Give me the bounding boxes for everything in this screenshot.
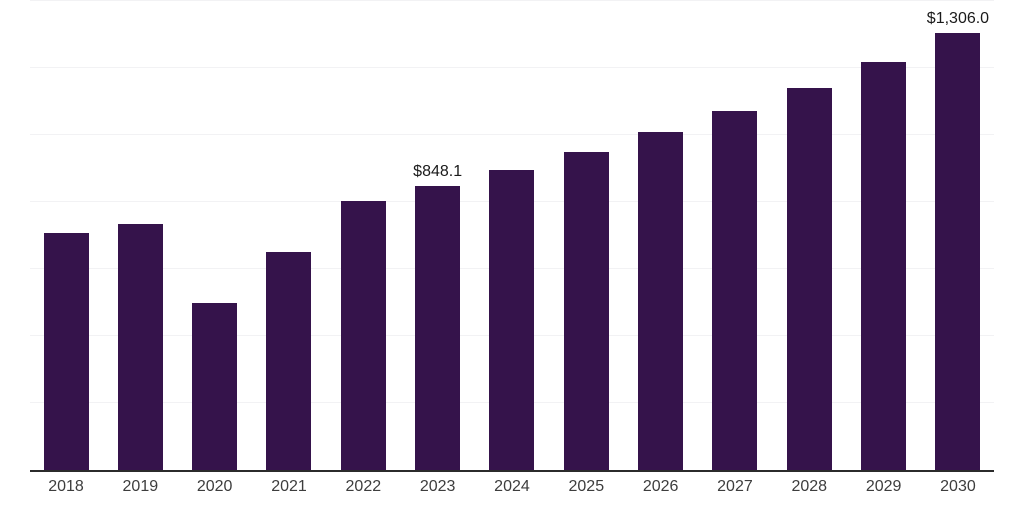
bar-2024	[489, 170, 535, 470]
x-label-cell-2020: 2020	[192, 478, 237, 496]
bar-2026	[638, 132, 684, 470]
x-label-cell-2027: 2027	[712, 478, 757, 496]
x-axis-line	[30, 470, 994, 472]
x-label-cell-2029: 2029	[861, 478, 906, 496]
bar-2023: $848.1	[413, 163, 462, 470]
x-tick-label-2018: 2018	[48, 478, 84, 495]
x-label-cell-2024: 2024	[489, 478, 534, 496]
x-label-cell-2022: 2022	[341, 478, 386, 496]
x-label-cell-2025: 2025	[564, 478, 609, 496]
x-tick-label-2022: 2022	[345, 478, 382, 495]
x-label-cell-2023: 2023	[415, 478, 460, 496]
x-label-cell-2028: 2028	[787, 478, 832, 496]
x-tick-label-2020: 2020	[196, 478, 233, 495]
bar-2019	[117, 224, 163, 470]
x-axis-labels: 2018 2019 2020 2021 2022 2023 2024 2025 2026 2027…	[30, 478, 994, 496]
x-tick-label-2027: 2027	[717, 478, 753, 495]
bar-2021	[266, 252, 312, 470]
bar-2020	[192, 303, 238, 470]
bar-2018	[43, 233, 89, 470]
x-tick-label-2030: 2030	[940, 478, 976, 495]
plot-area: $848.1 $1,306.0	[30, 0, 994, 472]
bar-2030: $1,306.0	[927, 10, 989, 470]
bar-2022	[340, 201, 386, 470]
x-label-cell-2026: 2026	[638, 478, 683, 496]
gridline-1200	[30, 67, 994, 68]
x-tick-label-2029: 2029	[865, 478, 902, 495]
x-tick-label-2019: 2019	[122, 478, 159, 495]
x-label-cell-2021: 2021	[266, 478, 311, 496]
x-tick-label-2021: 2021	[271, 478, 307, 495]
bar-2027	[712, 111, 758, 470]
x-tick-label-2024: 2024	[494, 478, 530, 495]
gridline-1400	[30, 0, 994, 1]
bars-row: $848.1 $1,306.0	[30, 1, 994, 470]
bar-2029	[861, 62, 907, 470]
data-label-2023: $848.1	[413, 162, 463, 180]
data-label-2030: $1,306.0	[926, 9, 990, 27]
bar-2025	[563, 152, 609, 470]
x-label-cell-2018: 2018	[44, 478, 89, 496]
x-tick-label-2026: 2026	[642, 478, 679, 495]
x-tick-label-2028: 2028	[791, 478, 828, 495]
x-tick-label-2025: 2025	[568, 478, 605, 495]
gridline-1000	[30, 134, 994, 135]
x-label-cell-2030: 2030	[935, 478, 980, 496]
x-label-cell-2019: 2019	[118, 478, 163, 496]
x-tick-label-2023: 2023	[419, 478, 456, 495]
bar-2028	[786, 88, 832, 470]
